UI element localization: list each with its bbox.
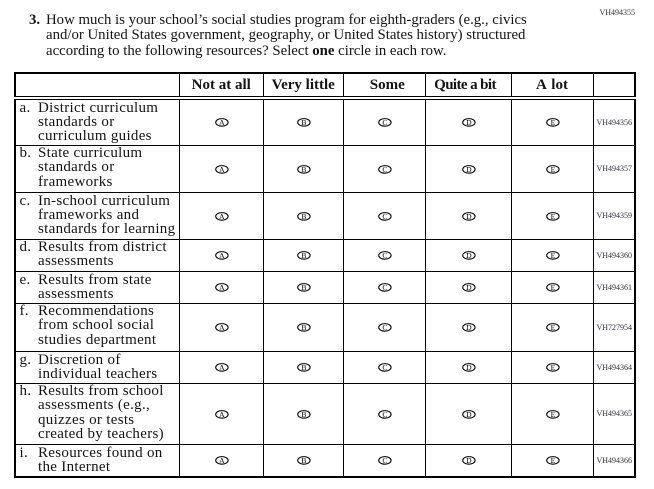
svg-text:C: C xyxy=(382,118,387,127)
svg-text:C: C xyxy=(382,283,387,292)
svg-text:E: E xyxy=(550,251,555,260)
svg-text:E: E xyxy=(550,283,555,292)
svg-text:D: D xyxy=(466,251,472,260)
svg-text:C: C xyxy=(382,456,387,465)
svg-text:A: A xyxy=(219,363,225,372)
svg-text:D: D xyxy=(466,363,472,372)
svg-text:B: B xyxy=(301,456,306,465)
svg-text:E: E xyxy=(550,456,555,465)
svg-text:E: E xyxy=(550,118,555,127)
svg-text:D: D xyxy=(466,323,472,332)
svg-text:A: A xyxy=(219,283,225,292)
svg-text:E: E xyxy=(550,323,555,332)
svg-text:A: A xyxy=(219,212,225,221)
svg-text:D: D xyxy=(466,410,472,419)
svg-text:C: C xyxy=(382,363,387,372)
svg-text:E: E xyxy=(550,410,555,419)
svg-text:D: D xyxy=(466,118,472,127)
svg-text:C: C xyxy=(382,251,387,260)
svg-text:A: A xyxy=(219,251,225,260)
svg-text:E: E xyxy=(550,363,555,372)
svg-text:D: D xyxy=(466,283,472,292)
svg-text:C: C xyxy=(382,212,387,221)
svg-text:C: C xyxy=(382,323,387,332)
svg-text:B: B xyxy=(301,251,306,260)
svg-text:A: A xyxy=(219,456,225,465)
svg-text:E: E xyxy=(550,212,555,221)
svg-text:E: E xyxy=(550,165,555,174)
svg-text:A: A xyxy=(219,165,225,174)
svg-text:D: D xyxy=(466,165,472,174)
svg-text:A: A xyxy=(219,323,225,332)
svg-text:C: C xyxy=(382,165,387,174)
svg-text:B: B xyxy=(301,212,306,221)
svg-text:B: B xyxy=(301,323,306,332)
svg-text:A: A xyxy=(219,410,225,419)
svg-text:C: C xyxy=(382,410,387,419)
svg-text:D: D xyxy=(466,212,472,221)
svg-text:B: B xyxy=(301,410,306,419)
svg-text:D: D xyxy=(466,456,472,465)
svg-text:B: B xyxy=(301,363,306,372)
svg-text:B: B xyxy=(301,118,306,127)
svg-text:A: A xyxy=(219,118,225,127)
svg-text:B: B xyxy=(301,165,306,174)
svg-text:B: B xyxy=(301,283,306,292)
